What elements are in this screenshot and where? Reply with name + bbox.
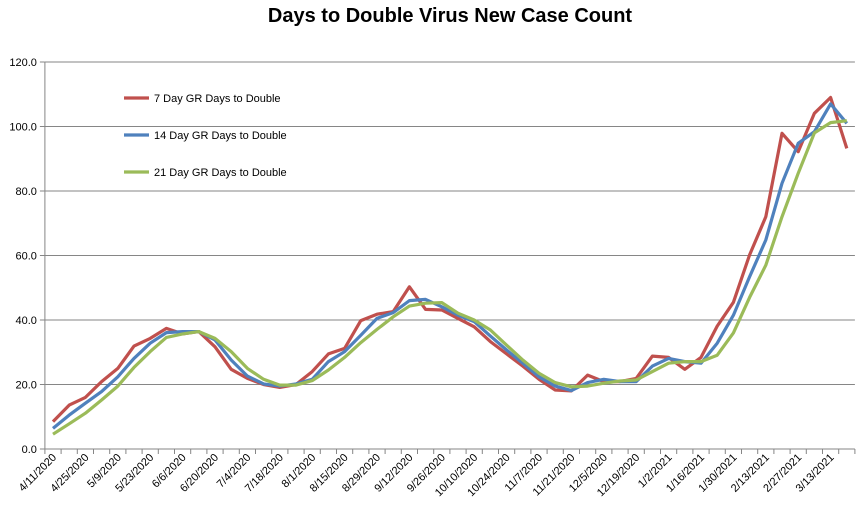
series-line-3 [52,119,847,436]
y-tick-label: 80.0 [15,186,36,198]
legend-label: 14 Day GR Days to Double [154,130,287,142]
legend-label: 7 Day GR Days to Double [154,93,281,105]
y-tick-label: 120.0 [9,57,37,69]
series-line-2 [51,102,849,430]
legend-label: 21 Day GR Days to Double [154,167,287,179]
y-tick-label: 100.0 [9,122,37,134]
chart-title: Days to Double Virus New Case Count [267,5,633,27]
y-tick-label: 60.0 [15,251,36,263]
y-tick-label: 0.0 [22,444,37,456]
y-tick-label: 40.0 [15,315,36,327]
y-tick-label: 20.0 [15,380,36,392]
series-line-1 [51,95,849,423]
